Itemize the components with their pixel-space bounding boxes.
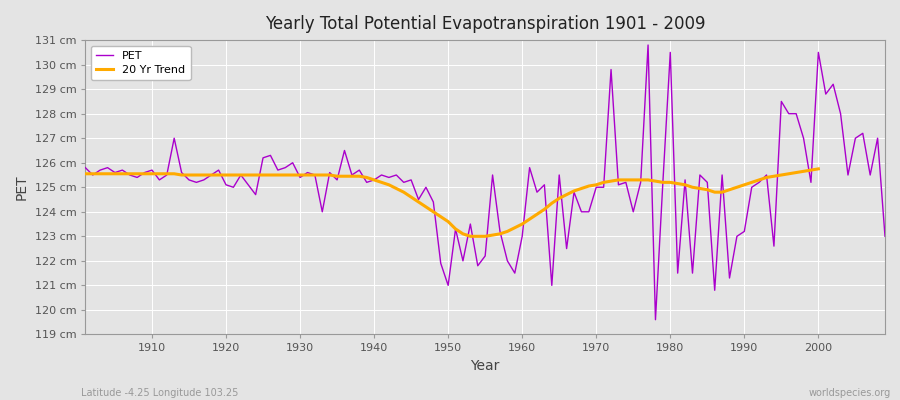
PET bbox=[302, 170, 313, 175]
PET bbox=[140, 170, 150, 175]
PET bbox=[606, 67, 616, 72]
20 Yr Trend bbox=[220, 173, 231, 178]
PET bbox=[346, 173, 357, 178]
X-axis label: Year: Year bbox=[471, 359, 500, 373]
20 Yr Trend bbox=[457, 232, 468, 236]
Y-axis label: PET: PET bbox=[15, 174, 29, 200]
20 Yr Trend bbox=[761, 175, 772, 180]
PET bbox=[650, 317, 661, 322]
Legend: PET, 20 Yr Trend: PET, 20 Yr Trend bbox=[91, 46, 191, 80]
20 Yr Trend bbox=[80, 171, 91, 176]
Title: Yearly Total Potential Evapotranspiration 1901 - 2009: Yearly Total Potential Evapotranspiratio… bbox=[265, 15, 706, 33]
20 Yr Trend bbox=[465, 234, 476, 239]
PET bbox=[517, 234, 527, 239]
PET bbox=[509, 271, 520, 276]
Text: Latitude -4.25 Longitude 103.25: Latitude -4.25 Longitude 103.25 bbox=[81, 388, 239, 398]
20 Yr Trend bbox=[250, 173, 261, 178]
PET bbox=[643, 43, 653, 48]
Line: 20 Yr Trend: 20 Yr Trend bbox=[86, 169, 818, 236]
PET bbox=[879, 234, 890, 239]
Text: worldspecies.org: worldspecies.org bbox=[809, 388, 891, 398]
20 Yr Trend bbox=[813, 166, 824, 171]
PET bbox=[80, 165, 91, 170]
20 Yr Trend bbox=[524, 217, 535, 222]
20 Yr Trend bbox=[783, 171, 794, 176]
Line: PET: PET bbox=[86, 45, 885, 320]
